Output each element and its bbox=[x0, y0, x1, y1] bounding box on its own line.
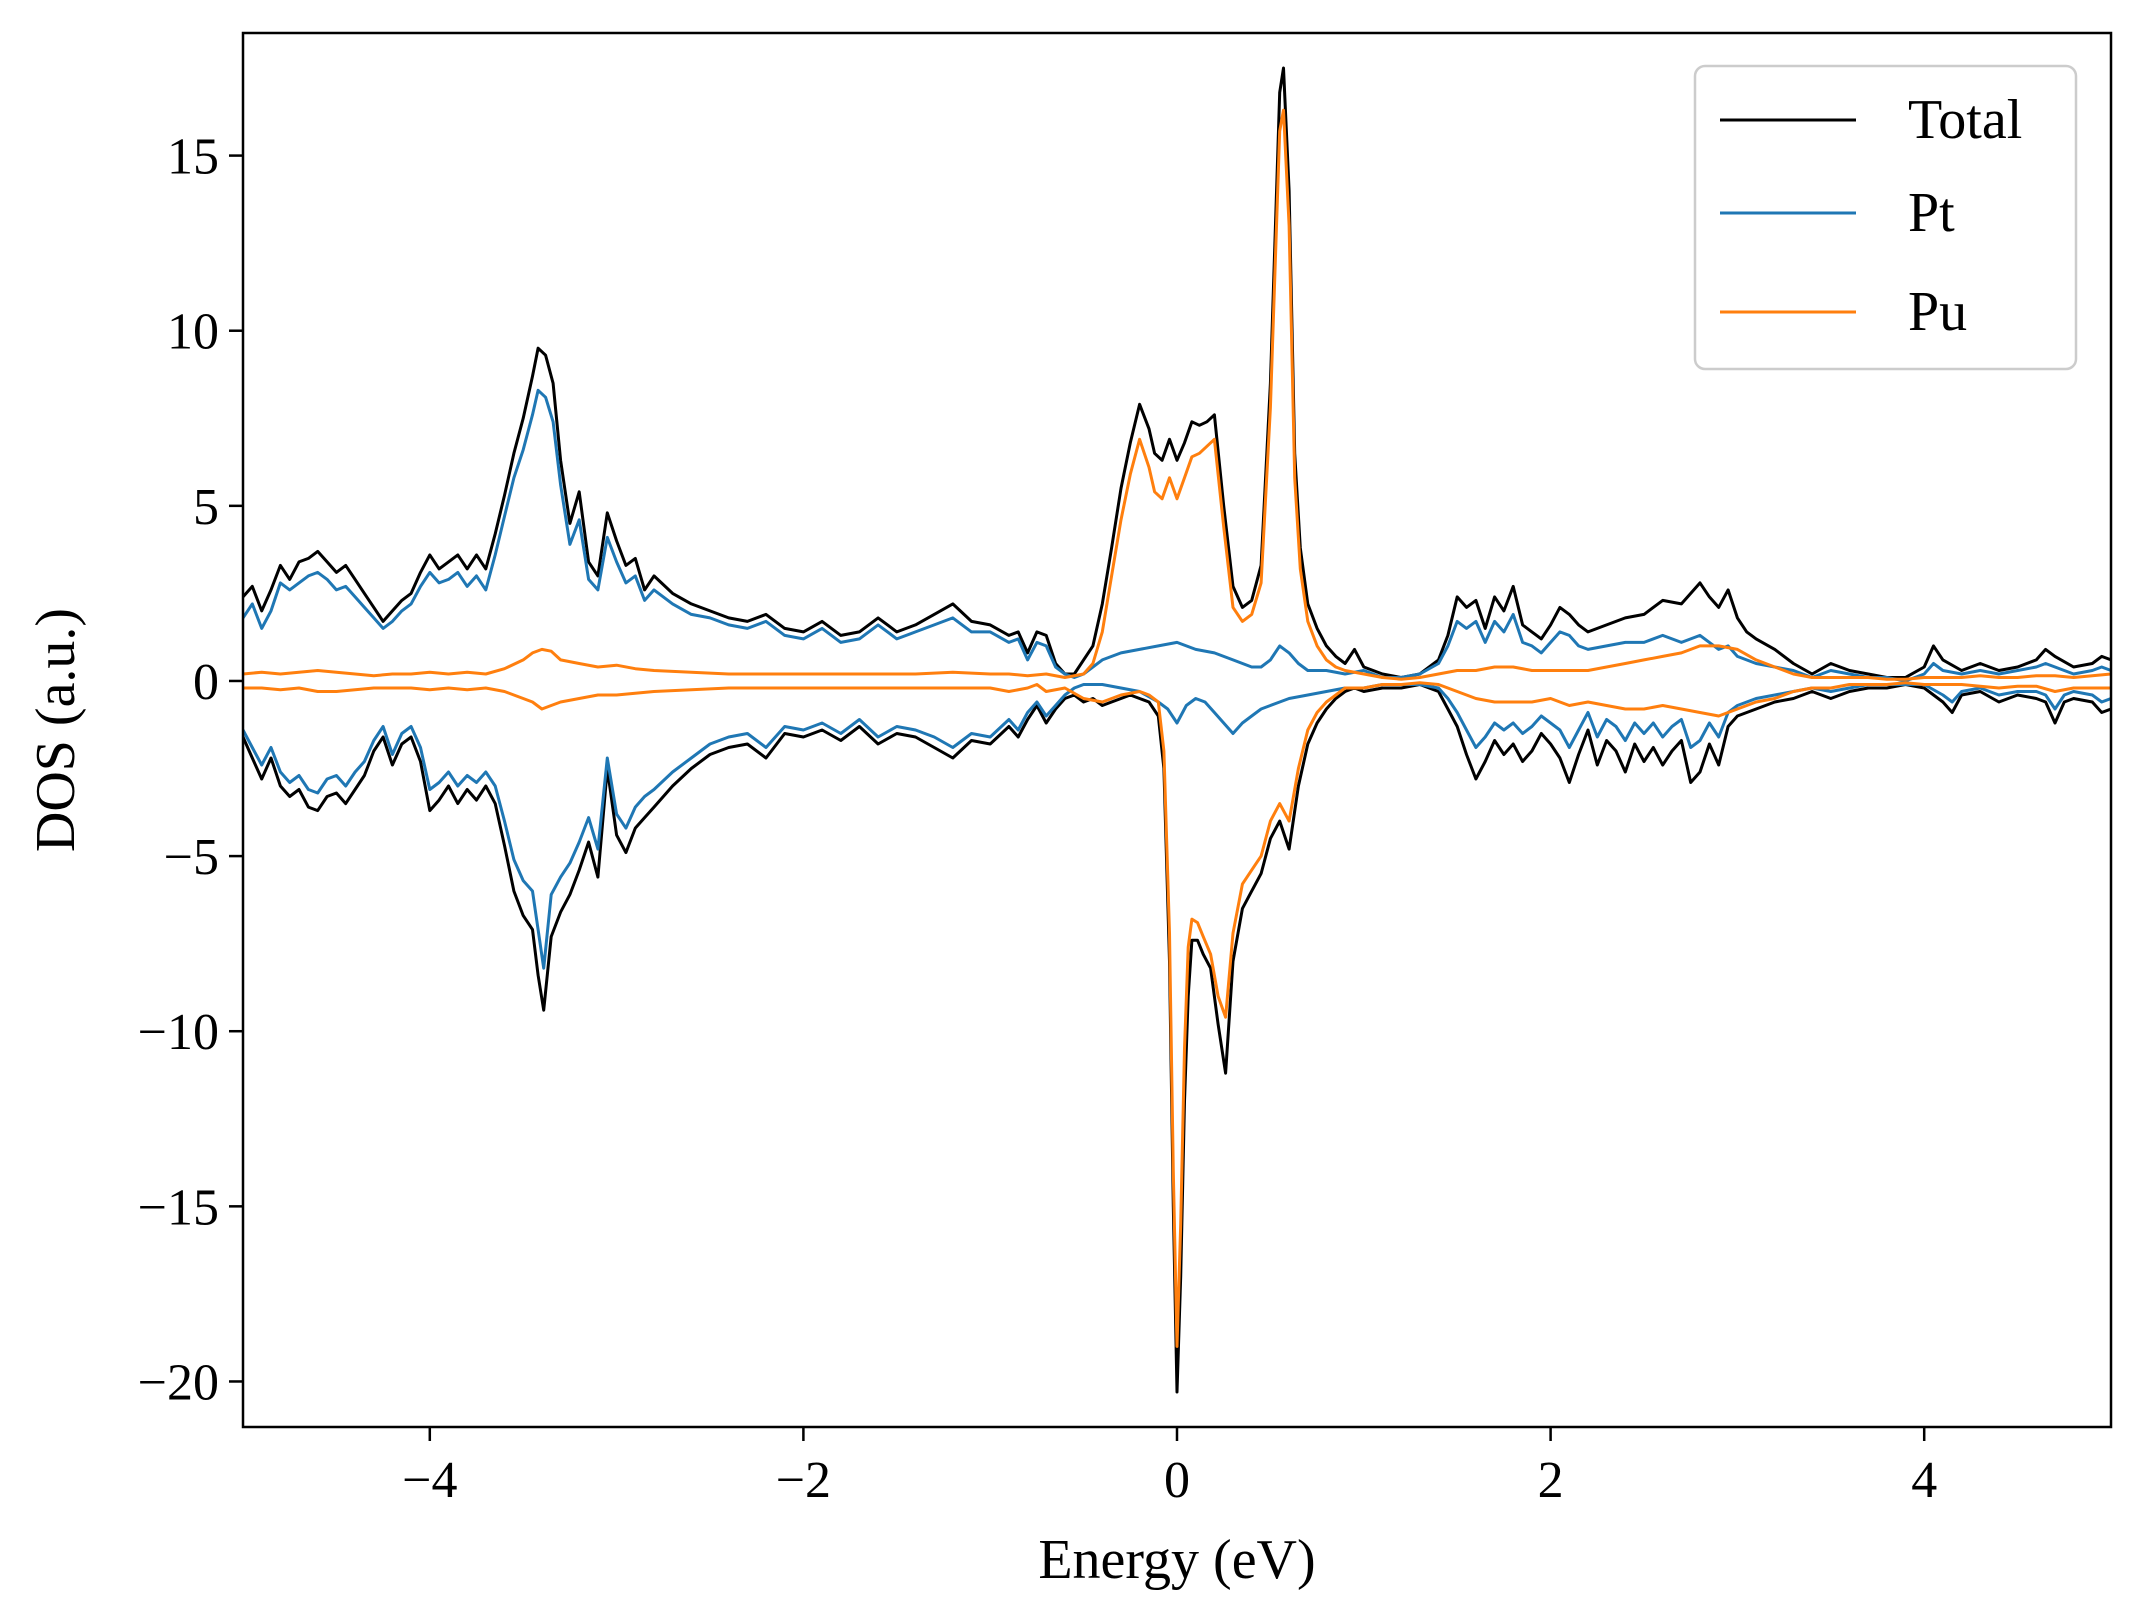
x-tick-label: −4 bbox=[402, 1452, 457, 1509]
legend-label-pt: Pt bbox=[1908, 182, 1955, 244]
y-tick-label: −5 bbox=[164, 829, 219, 886]
y-tick-label: −20 bbox=[138, 1354, 219, 1411]
y-axis-label: DOS (a.u.) bbox=[25, 608, 87, 852]
series-layer bbox=[243, 66, 2111, 1394]
x-axis-label: Energy (eV) bbox=[1038, 1529, 1315, 1591]
x-axis: −4 −2 0 2 4 bbox=[402, 1427, 1937, 1509]
y-tick-label: −15 bbox=[138, 1179, 219, 1236]
series-line-total-down bbox=[243, 683, 2111, 1394]
x-tick-label: 2 bbox=[1538, 1452, 1564, 1509]
y-tick-label: 0 bbox=[193, 654, 219, 711]
series-line-pu-up bbox=[243, 108, 2111, 681]
series-line-pt-down bbox=[243, 683, 2111, 970]
legend-label-total: Total bbox=[1908, 89, 2022, 151]
x-tick-label: 0 bbox=[1164, 1452, 1190, 1509]
legend-label-pu: Pu bbox=[1908, 281, 1967, 343]
x-tick-label: −2 bbox=[776, 1452, 831, 1509]
y-tick-label: 5 bbox=[193, 479, 219, 536]
y-axis: 15 10 5 0 −5 −10 −15 −20 bbox=[138, 129, 243, 1411]
series-line-pu-down bbox=[243, 681, 2111, 1348]
y-tick-label: −10 bbox=[138, 1004, 219, 1061]
legend-box bbox=[1693, 64, 2078, 371]
x-tick-label: 4 bbox=[1911, 1452, 1937, 1509]
y-tick-label: 15 bbox=[167, 129, 219, 186]
series-line-total-up bbox=[243, 66, 2111, 679]
legend: Total Pt Pu bbox=[1693, 64, 2078, 371]
y-tick-label: 10 bbox=[167, 304, 219, 361]
